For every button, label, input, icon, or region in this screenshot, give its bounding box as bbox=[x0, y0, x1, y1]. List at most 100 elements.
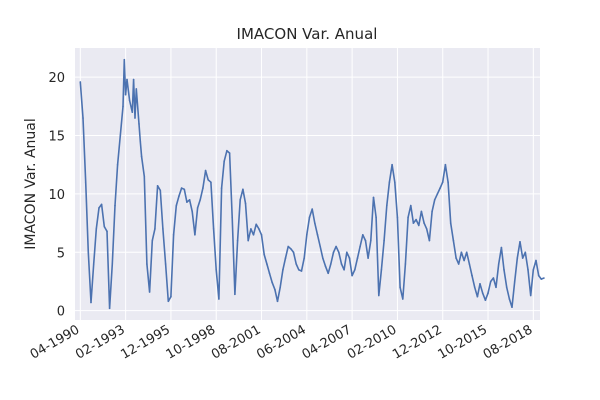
data-point bbox=[263, 253, 266, 256]
data-point bbox=[346, 251, 348, 254]
data-point bbox=[447, 181, 449, 183]
data-point bbox=[223, 160, 225, 162]
data-point bbox=[124, 93, 127, 96]
data-point bbox=[123, 58, 126, 61]
data-point bbox=[194, 234, 196, 236]
data-point bbox=[236, 239, 239, 242]
data-point bbox=[420, 210, 423, 213]
data-point bbox=[356, 257, 359, 259]
data-point bbox=[266, 263, 268, 265]
data-point bbox=[218, 298, 220, 300]
data-point bbox=[460, 251, 463, 254]
data-point bbox=[82, 117, 84, 119]
x-tick-label: 08-2018 bbox=[481, 322, 536, 362]
data-point bbox=[191, 210, 193, 213]
data-point bbox=[410, 204, 412, 207]
data-point bbox=[276, 300, 279, 303]
y-tick-labels: 0 5 10 15 20 bbox=[48, 71, 65, 319]
data-point bbox=[226, 149, 228, 152]
data-point bbox=[521, 257, 524, 259]
data-point bbox=[132, 78, 135, 81]
x-tick-label: 12-1995 bbox=[118, 322, 173, 362]
y-tick-label: 10 bbox=[48, 188, 65, 203]
data-point bbox=[380, 269, 383, 271]
data-point bbox=[394, 181, 396, 183]
data-point bbox=[148, 291, 151, 293]
x-tick-label: 06-2004 bbox=[254, 322, 309, 362]
data-point bbox=[519, 241, 521, 243]
data-point bbox=[492, 277, 495, 279]
data-point bbox=[126, 78, 128, 81]
data-point bbox=[340, 263, 343, 265]
data-point bbox=[156, 185, 159, 187]
data-point bbox=[527, 269, 529, 271]
data-point bbox=[431, 210, 433, 213]
data-point bbox=[300, 270, 303, 272]
data-point bbox=[433, 199, 436, 201]
data-point bbox=[423, 222, 425, 224]
data-point bbox=[468, 263, 471, 265]
data-point bbox=[457, 263, 460, 265]
data-points bbox=[79, 58, 545, 310]
data-point bbox=[186, 201, 188, 203]
data-point bbox=[234, 293, 236, 296]
data-point bbox=[402, 298, 404, 300]
data-point bbox=[439, 187, 441, 189]
data-point bbox=[215, 269, 217, 271]
data-point bbox=[162, 228, 164, 230]
data-point bbox=[188, 199, 191, 201]
data-point bbox=[183, 188, 186, 191]
data-point bbox=[314, 222, 316, 224]
data-point bbox=[316, 234, 319, 236]
data-point bbox=[351, 274, 353, 277]
data-point bbox=[388, 181, 391, 183]
data-point bbox=[170, 295, 172, 298]
data-point bbox=[146, 263, 148, 265]
data-point bbox=[444, 163, 447, 166]
data-point bbox=[481, 292, 484, 295]
data-point bbox=[463, 259, 465, 262]
data-point bbox=[505, 286, 508, 289]
data-point bbox=[372, 196, 375, 199]
data-point bbox=[210, 181, 212, 183]
data-point bbox=[348, 257, 351, 259]
data-point bbox=[290, 248, 292, 250]
data-point bbox=[79, 81, 82, 83]
data-point bbox=[428, 239, 431, 242]
x-tick-label: 08-2001 bbox=[209, 322, 264, 362]
data-point bbox=[271, 281, 274, 284]
data-point bbox=[167, 300, 170, 303]
data-point bbox=[178, 195, 180, 198]
data-point bbox=[180, 187, 183, 189]
data-point bbox=[516, 257, 519, 259]
data-point bbox=[378, 294, 380, 297]
data-point bbox=[407, 216, 409, 219]
data-point bbox=[415, 218, 417, 221]
x-tick-label: 02-2010 bbox=[345, 322, 400, 362]
data-point bbox=[106, 230, 108, 233]
data-point bbox=[164, 263, 167, 265]
data-point bbox=[284, 257, 287, 259]
gridlines bbox=[75, 48, 540, 320]
data-point bbox=[484, 299, 487, 302]
data-point bbox=[476, 295, 479, 298]
data-point bbox=[513, 280, 516, 283]
data-point bbox=[138, 123, 140, 125]
data-point bbox=[327, 272, 330, 275]
data-point bbox=[532, 269, 535, 271]
data-point bbox=[354, 269, 356, 271]
data-point bbox=[535, 259, 537, 262]
data-point bbox=[359, 245, 361, 248]
data-point bbox=[471, 274, 473, 277]
data-point bbox=[135, 88, 138, 90]
data-point bbox=[231, 216, 233, 219]
data-point bbox=[119, 134, 122, 137]
data-point bbox=[128, 99, 131, 102]
data-point bbox=[418, 224, 420, 227]
data-point bbox=[220, 187, 223, 189]
data-point bbox=[383, 239, 385, 242]
plot-area bbox=[75, 48, 540, 320]
data-point bbox=[298, 269, 300, 271]
data-point bbox=[306, 234, 308, 236]
